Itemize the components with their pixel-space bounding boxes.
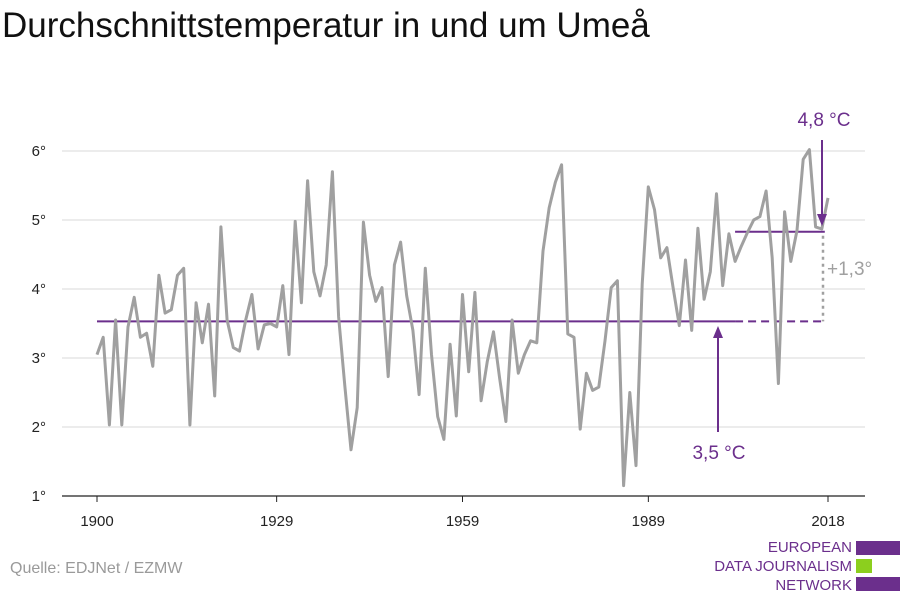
y-tick-label-3: 3°	[32, 350, 46, 367]
arrow-mean-head	[713, 326, 723, 338]
source-note: Quelle: EDJNet / EZMW	[10, 560, 183, 577]
x-tick-label-1959: 1959	[446, 513, 479, 530]
chart-title: Durchschnittstemperatur in und um Umeå	[2, 6, 650, 45]
difference-label: +1,3°	[827, 259, 872, 280]
reference-label-mean: 3,5 °C	[692, 443, 745, 464]
y-tick-label-1: 1°	[32, 488, 46, 505]
y-tick-label-5: 5°	[32, 212, 46, 229]
series-line-temperature	[95, 148, 830, 488]
logo-text-line-1: EUROPEAN	[767, 539, 852, 556]
x-tick-label-1989: 1989	[632, 513, 665, 530]
x-tick-label-1900: 1900	[80, 513, 113, 530]
x-tick-label-1929: 1929	[260, 513, 293, 530]
logo-bar-purple-mid	[872, 559, 900, 573]
edjnet-logo[interactable]: EUROPEAN DATA JOURNALISM NETWORK	[700, 538, 900, 598]
logo-text-line-3: NETWORK	[775, 577, 852, 594]
y-tick-label-2: 2°	[32, 419, 46, 436]
y-tick-label-6: 6°	[32, 143, 46, 160]
arrow-recent-head	[817, 214, 827, 226]
logo-text-line-2: DATA JOURNALISM	[714, 558, 852, 575]
reference-label-recent: 4,8 °C	[797, 110, 850, 131]
x-tick-label-2018: 2018	[811, 513, 844, 530]
logo-bar-purple-top	[856, 541, 900, 555]
y-tick-label-4: 4°	[32, 281, 46, 298]
logo-bar-purple-bottom	[856, 577, 900, 591]
logo-bar-green	[856, 559, 872, 573]
